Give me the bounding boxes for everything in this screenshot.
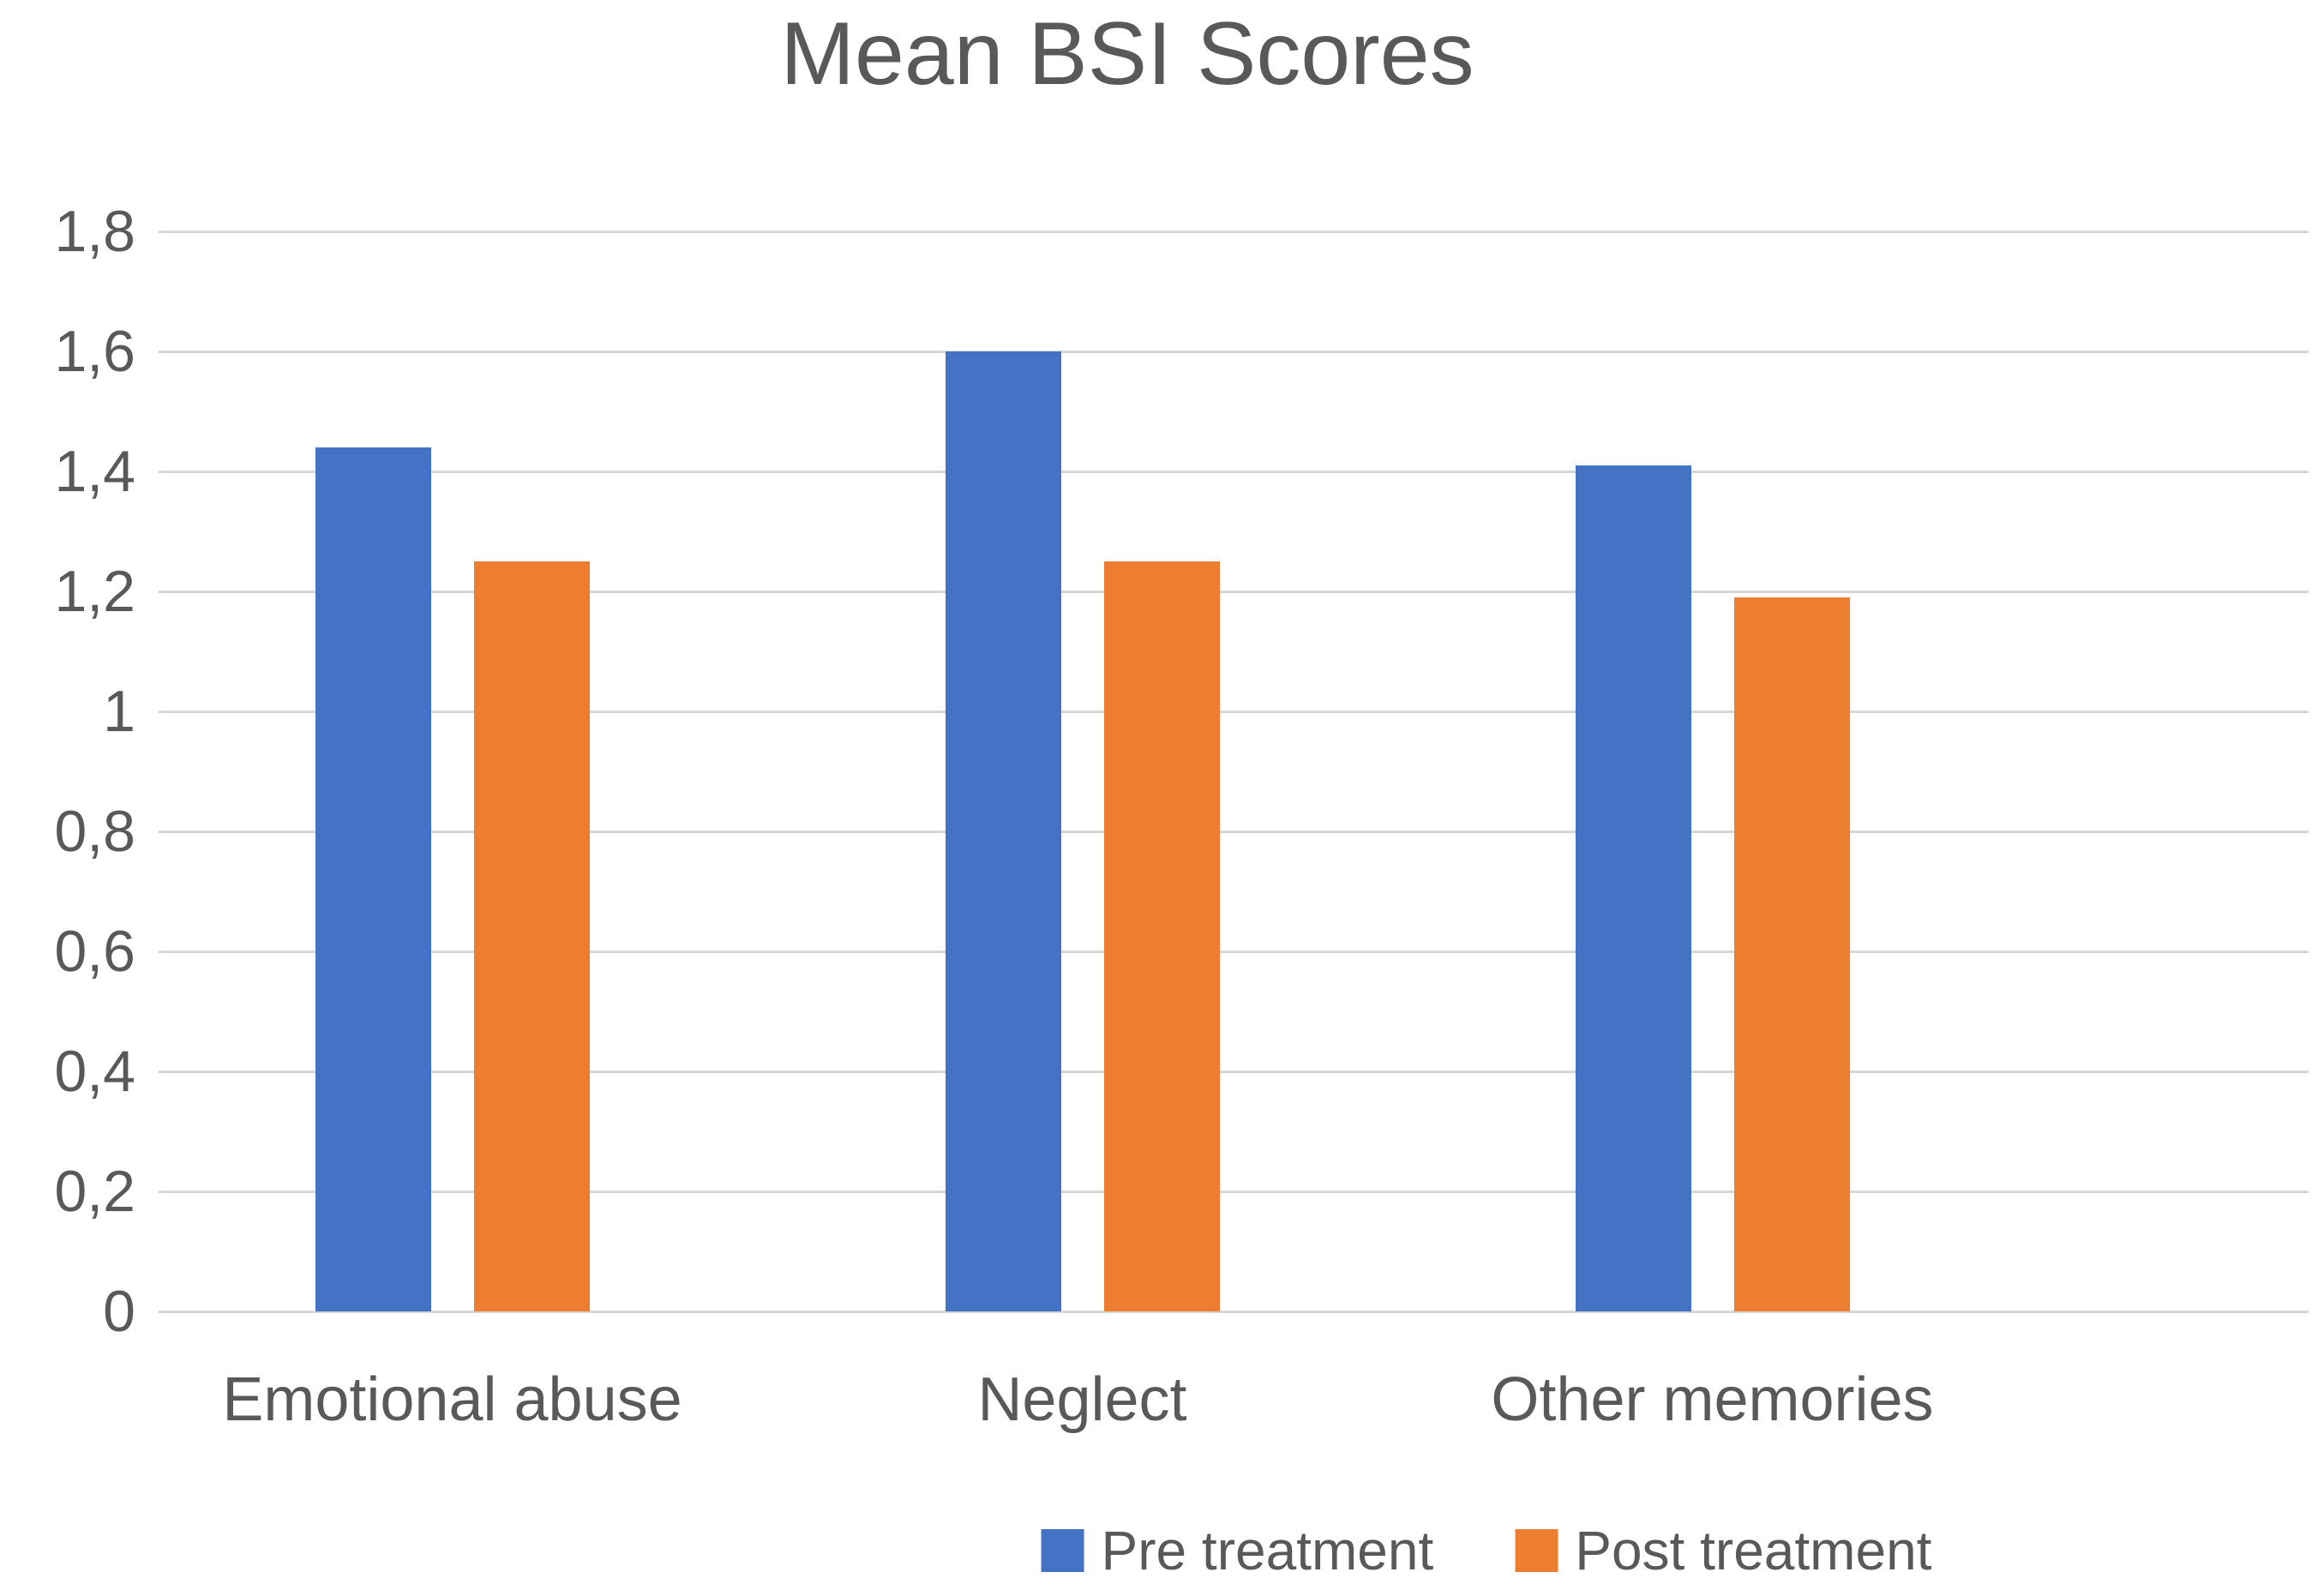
y-axis-tick-label-1-2: 1,2 bbox=[54, 559, 135, 624]
gridline-1-6 bbox=[159, 351, 2309, 353]
gridline-0-8 bbox=[159, 831, 2309, 833]
x-axis-category-label-emotional-abuse: Emotional abuse bbox=[222, 1365, 682, 1434]
gridline-0-2 bbox=[159, 1191, 2309, 1193]
y-axis-tick-label-0-4: 0,4 bbox=[54, 1039, 135, 1104]
y-axis-tick-label-0-8: 0,8 bbox=[54, 799, 135, 864]
legend: Pre treatment Post treatment bbox=[1041, 1519, 1931, 1582]
gridline-0-6 bbox=[159, 951, 2309, 953]
bar-post-treatment-other-memories bbox=[1733, 597, 1850, 1311]
bar-pre-treatment-neglect bbox=[945, 351, 1061, 1311]
legend-item-pre-treatment: Pre treatment bbox=[1041, 1519, 1434, 1582]
legend-label-post-treatment: Post treatment bbox=[1575, 1520, 1932, 1581]
gridline-1-8 bbox=[159, 231, 2309, 233]
y-axis-tick-label-1-8: 1,8 bbox=[54, 199, 135, 264]
gridline-0-4 bbox=[159, 1071, 2309, 1073]
legend-swatch-icon-post-treatment bbox=[1515, 1529, 1558, 1572]
x-axis-category-label-neglect: Neglect bbox=[977, 1365, 1187, 1434]
bar-post-treatment-emotional-abuse bbox=[473, 561, 590, 1311]
bar-pre-treatment-other-memories bbox=[1575, 465, 1691, 1311]
gridline-0 bbox=[159, 1311, 2309, 1313]
gridline-1-4 bbox=[159, 471, 2309, 473]
x-axis-category-label-other-memories: Other memories bbox=[1491, 1365, 1934, 1434]
gridline-1 bbox=[159, 711, 2309, 713]
y-axis-tick-label-0: 0 bbox=[103, 1279, 135, 1344]
y-axis-tick-label-1: 1 bbox=[103, 679, 135, 744]
legend-swatch-icon-pre-treatment bbox=[1041, 1529, 1084, 1572]
bar-post-treatment-neglect bbox=[1103, 561, 1220, 1311]
legend-label-pre-treatment: Pre treatment bbox=[1101, 1520, 1434, 1581]
bar-pre-treatment-emotional-abuse bbox=[315, 447, 431, 1311]
legend-item-post-treatment: Post treatment bbox=[1515, 1519, 1931, 1582]
chart-title: Mean BSI Scores bbox=[780, 4, 1474, 104]
y-axis-tick-label-1-6: 1,6 bbox=[54, 319, 135, 384]
y-axis-tick-label-1-4: 1,4 bbox=[54, 439, 135, 504]
y-axis-tick-label-0-6: 0,6 bbox=[54, 919, 135, 984]
y-axis-tick-label-0-2: 0,2 bbox=[54, 1159, 135, 1224]
gridline-1-2 bbox=[159, 591, 2309, 593]
